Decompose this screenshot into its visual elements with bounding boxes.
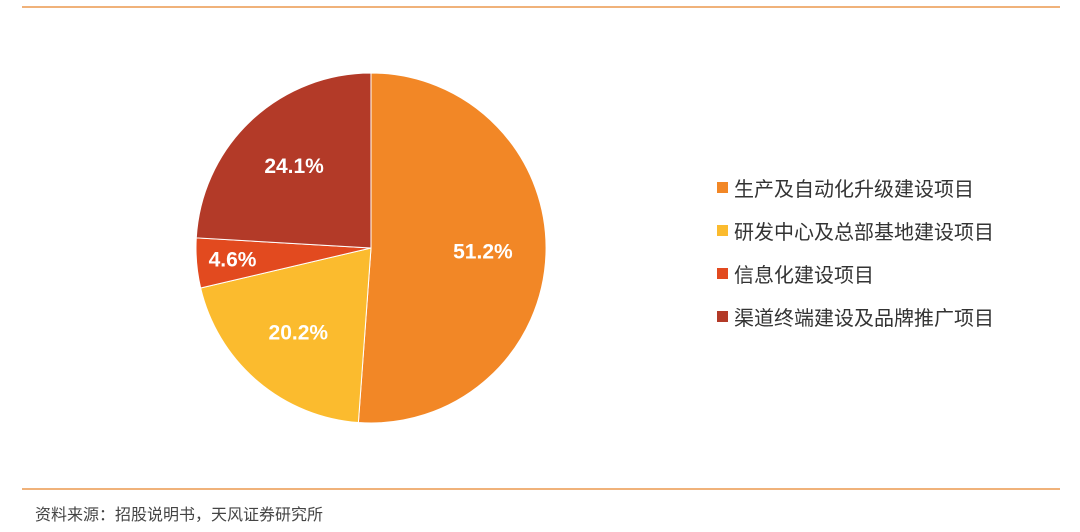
- legend-label-2: 研发中心及总部基地建设项目: [734, 220, 994, 244]
- legend-swatch-2: [717, 225, 728, 236]
- pie-slice-label-4: 24.1%: [264, 155, 324, 178]
- bottom-rule: [22, 488, 1060, 490]
- top-rule: [22, 6, 1060, 8]
- legend-label-1: 生产及自动化升级建设项目: [734, 177, 974, 201]
- pie-slice-label-2: 20.2%: [269, 322, 329, 345]
- source-note: 资料来源：招股说明书，天风证券研究所: [35, 505, 324, 524]
- legend-item-2: 研发中心及总部基地建设项目: [717, 209, 994, 252]
- legend-item-4: 渠道终端建设及品牌推广项目: [717, 295, 994, 338]
- pie-slice-label-1: 51.2%: [453, 241, 513, 264]
- pie-slice-label-3: 4.6%: [209, 249, 257, 272]
- pie-slice-2: [200, 247, 372, 424]
- pie-slice-4: [195, 72, 372, 249]
- legend-item-1: 生产及自动化升级建设项目: [717, 166, 994, 209]
- legend-label-4: 渠道终端建设及品牌推广项目: [734, 306, 994, 330]
- legend-swatch-4: [717, 311, 728, 322]
- chart-legend: 生产及自动化升级建设项目 研发中心及总部基地建设项目 信息化建设项目渠道终端建设及品…: [717, 166, 994, 338]
- legend-label-3: 信息化建设项目: [734, 263, 874, 287]
- legend-item-3: 信息化建设项目: [717, 252, 994, 295]
- pie-slices: [195, 72, 547, 424]
- pie-labels: 51.2% 20.2% 4.6% 24.1%: [209, 155, 513, 345]
- pie-slice-1: [357, 72, 547, 424]
- legend-swatch-1: [717, 182, 728, 193]
- legend-swatch-3: [717, 268, 728, 279]
